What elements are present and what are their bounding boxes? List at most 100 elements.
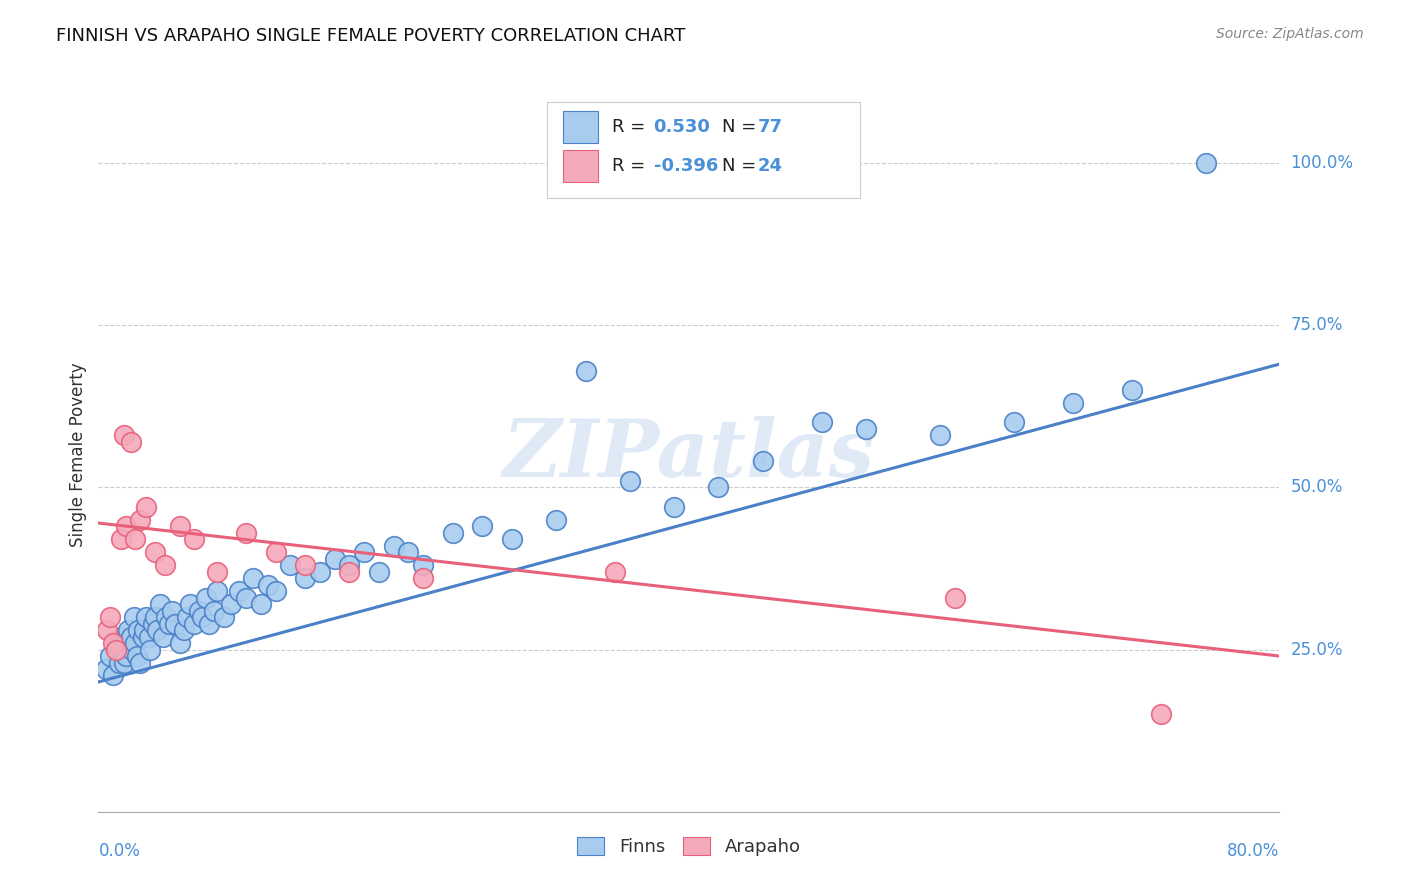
Point <box>235 525 257 540</box>
Point <box>619 474 641 488</box>
Point <box>219 597 242 611</box>
Point <box>183 533 205 547</box>
Point <box>169 636 191 650</box>
Point <box>143 545 166 559</box>
Point <box>117 623 139 637</box>
Point <box>96 623 118 637</box>
Point <box>928 428 950 442</box>
Point <box>605 565 627 579</box>
Point <box>179 597 201 611</box>
Point <box>110 533 132 547</box>
Point <box>138 630 160 644</box>
Text: 77: 77 <box>758 118 783 136</box>
Point <box>187 604 209 618</box>
Point <box>228 584 250 599</box>
Point <box>169 519 191 533</box>
Point <box>111 630 134 644</box>
Point <box>441 525 464 540</box>
Point <box>1062 396 1084 410</box>
Point <box>195 591 218 605</box>
Point <box>143 610 166 624</box>
Point <box>810 416 832 430</box>
Text: 75.0%: 75.0% <box>1291 316 1343 334</box>
Point <box>128 513 150 527</box>
Point <box>121 642 143 657</box>
Point <box>235 591 257 605</box>
Point <box>134 623 156 637</box>
Point <box>309 565 332 579</box>
Point <box>353 545 375 559</box>
Point <box>501 533 523 547</box>
Point <box>112 428 135 442</box>
Point <box>103 636 125 650</box>
Text: 80.0%: 80.0% <box>1227 842 1279 860</box>
Y-axis label: Single Female Poverty: Single Female Poverty <box>69 363 87 547</box>
Text: 25.0%: 25.0% <box>1291 640 1343 658</box>
Point <box>162 604 183 618</box>
Point <box>120 630 142 644</box>
Point <box>120 434 142 449</box>
Point <box>664 500 686 514</box>
Point <box>112 656 135 670</box>
Point <box>751 454 773 468</box>
Text: R =: R = <box>612 118 651 136</box>
Text: 0.0%: 0.0% <box>98 842 141 860</box>
Point <box>114 636 136 650</box>
Point <box>155 610 177 624</box>
Point <box>205 565 228 579</box>
Point <box>157 616 180 631</box>
Text: N =: N = <box>723 157 762 175</box>
Text: R =: R = <box>612 157 651 175</box>
Point <box>176 610 198 624</box>
Point <box>98 648 121 663</box>
Text: FINNISH VS ARAPAHO SINGLE FEMALE POVERTY CORRELATION CHART: FINNISH VS ARAPAHO SINGLE FEMALE POVERTY… <box>56 27 686 45</box>
Point <box>1121 383 1143 397</box>
Point <box>110 642 132 657</box>
Point <box>855 422 877 436</box>
Point <box>198 616 221 631</box>
FancyBboxPatch shape <box>547 102 860 198</box>
Point <box>191 610 214 624</box>
Point <box>139 642 162 657</box>
Point <box>125 648 148 663</box>
Text: 100.0%: 100.0% <box>1291 154 1354 172</box>
Point <box>1002 416 1025 430</box>
Point <box>323 551 346 566</box>
Point <box>173 623 195 637</box>
Point <box>115 519 138 533</box>
Point <box>153 558 176 573</box>
Point <box>146 623 169 637</box>
Point <box>183 616 205 631</box>
Point <box>943 591 966 605</box>
Point <box>152 630 174 644</box>
Point <box>108 656 131 670</box>
Text: Source: ZipAtlas.com: Source: ZipAtlas.com <box>1216 27 1364 41</box>
Point <box>574 363 596 377</box>
Point <box>124 533 146 547</box>
Point <box>105 642 128 657</box>
Point <box>103 668 125 682</box>
Point <box>142 616 165 631</box>
Point <box>124 636 146 650</box>
Text: 50.0%: 50.0% <box>1291 478 1343 496</box>
Point <box>212 610 235 624</box>
Point <box>278 558 302 573</box>
Point <box>1195 156 1218 170</box>
Point <box>128 656 150 670</box>
Point <box>135 610 157 624</box>
Point <box>264 584 287 599</box>
Point <box>412 558 434 573</box>
Point <box>165 616 187 631</box>
Point <box>471 519 494 533</box>
Point <box>257 577 280 591</box>
Point <box>202 604 225 618</box>
Point <box>1150 707 1173 722</box>
Point <box>382 539 405 553</box>
Point <box>368 565 391 579</box>
Text: 24: 24 <box>758 157 783 175</box>
Point <box>264 545 287 559</box>
Text: -0.396: -0.396 <box>654 157 718 175</box>
Point <box>115 648 138 663</box>
Text: 0.530: 0.530 <box>654 118 710 136</box>
Point <box>294 558 316 573</box>
